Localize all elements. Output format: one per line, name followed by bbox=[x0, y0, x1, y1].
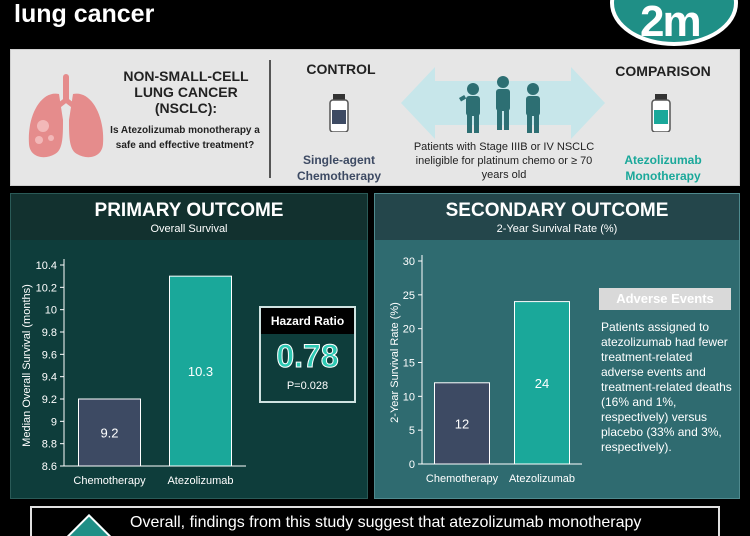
y-tick-label: 9.4 bbox=[42, 372, 57, 384]
y-tick-label: 9.8 bbox=[42, 327, 57, 339]
y-tick-label: 5 bbox=[409, 425, 415, 437]
comparison-label: COMPARISON bbox=[615, 63, 711, 79]
y-tick-label: 8.8 bbox=[42, 439, 57, 451]
primary-outcome-title: PRIMARY OUTCOME bbox=[94, 200, 284, 221]
hazard-ratio-p-value: P=0.028 bbox=[286, 380, 329, 392]
population-arrow-icon bbox=[401, 67, 605, 139]
y-tick-label: 9.6 bbox=[42, 349, 57, 361]
x-category-label: Chemotherapy bbox=[73, 475, 146, 487]
y-axis-title: 2-Year Survival Rate (%) bbox=[389, 302, 401, 423]
bar-chemotherapy bbox=[78, 398, 141, 467]
secondary-outcome-subtitle: 2-Year Survival Rate (%) bbox=[496, 223, 618, 235]
hazard-ratio-value: 0.78 bbox=[276, 338, 339, 375]
bar-value-label: 10.3 bbox=[188, 364, 213, 379]
y-tick-label: 15 bbox=[403, 358, 415, 370]
hazard-ratio-label: Hazard Ratio bbox=[261, 308, 354, 334]
overall-survival-chart: 8.6 8.8 9 9.2 9.4 9.6 9.8 10 10.2 10.4 9.2 Chemothe… bbox=[21, 259, 246, 487]
secondary-outcome-header: SECONDARY OUTCOME 2-Year Survival Rate (… bbox=[375, 194, 739, 240]
adverse-events-text: Patients assigned to atezolizumab had fe… bbox=[601, 320, 732, 454]
primary-outcome-header: PRIMARY OUTCOME Overall Survival bbox=[11, 194, 367, 240]
primary-outcome-subtitle: Overall Survival bbox=[150, 223, 228, 235]
y-tick-label: 9 bbox=[51, 416, 57, 428]
bar-value-label: 12 bbox=[455, 416, 469, 431]
y-tick-label: 20 bbox=[403, 324, 415, 336]
y-tick-label: 10.2 bbox=[36, 282, 57, 294]
logo-mark: 2m bbox=[640, 0, 702, 46]
x-category-label: Chemotherapy bbox=[426, 473, 499, 485]
y-tick-label: 10 bbox=[45, 305, 57, 317]
x-category-label: Atezolizumab bbox=[509, 473, 575, 485]
bar-value-label: 24 bbox=[535, 376, 549, 391]
y-tick-label: 9.2 bbox=[42, 394, 57, 406]
condition-title: NON-SMALL-CELL LUNG CANCER (NSCLC): bbox=[123, 68, 249, 116]
hazard-ratio-box: Hazard Ratio 0.78 P=0.028 bbox=[259, 306, 356, 403]
y-tick-label: 10.4 bbox=[36, 260, 57, 272]
conclusion-text: Overall, findings from this study sugges… bbox=[130, 514, 642, 531]
y-tick-label: 0 bbox=[409, 459, 415, 471]
bar-value-label: 9.2 bbox=[100, 426, 118, 441]
bar-atezolizumab bbox=[514, 301, 570, 465]
population-text: Patients with Stage IIIB or IV NSCLC ine… bbox=[413, 141, 595, 181]
adverse-events-heading: Adverse Events bbox=[599, 288, 731, 310]
lungs-icon bbox=[28, 74, 104, 158]
y-tick-label: 30 bbox=[403, 256, 415, 268]
study-question: Is Atezolizumab monotherapy a safe and e… bbox=[110, 125, 260, 151]
x-category-label: Atezolizumab bbox=[167, 475, 233, 487]
two-year-survival-chart: 0 5 10 15 20 25 30 12 Chemotherapy 24 Atezolizumab… bbox=[389, 255, 582, 485]
comparison-treatment: Atezolizumab Monotherapy bbox=[624, 153, 702, 183]
y-tick-label: 8.6 bbox=[42, 461, 57, 473]
y-axis-title: Median Overall Survival (months) bbox=[21, 284, 33, 447]
adverse-events-title: Adverse Events bbox=[616, 291, 714, 306]
bar-atezolizumab bbox=[169, 275, 232, 467]
control-label: CONTROL bbox=[306, 61, 376, 77]
secondary-outcome-title: SECONDARY OUTCOME bbox=[445, 200, 669, 221]
control-treatment: Single-agent Chemotherapy bbox=[296, 153, 382, 183]
header-bar: lung cancer 2m bbox=[0, 0, 750, 46]
comparison-vial-icon bbox=[651, 94, 671, 132]
y-tick-label: 10 bbox=[403, 391, 415, 403]
y-tick-label: 25 bbox=[403, 290, 415, 302]
control-vial-icon bbox=[329, 94, 349, 132]
diamond-icon bbox=[64, 513, 114, 536]
study-design-panel: NON-SMALL-CELL LUNG CANCER (NSCLC): Is A… bbox=[10, 49, 740, 186]
brand-logo[interactable]: 2m bbox=[610, 0, 738, 46]
conclusion-banner: Overall, findings from this study sugges… bbox=[30, 506, 720, 536]
design-divider bbox=[269, 60, 271, 178]
bar-chemotherapy bbox=[434, 382, 490, 465]
page-title: lung cancer bbox=[14, 0, 155, 28]
